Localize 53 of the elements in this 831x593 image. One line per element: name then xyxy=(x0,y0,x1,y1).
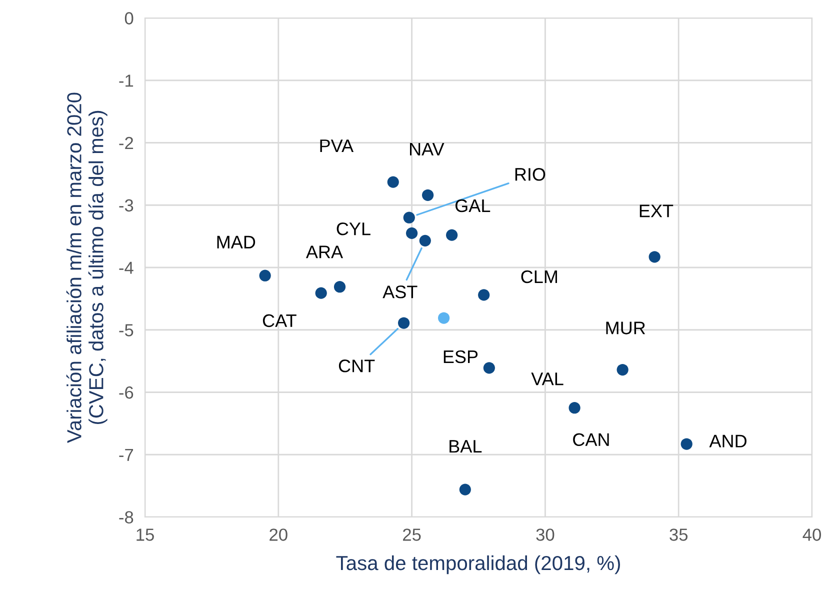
annotation: NAV xyxy=(410,142,444,156)
x-tick-label: 35 xyxy=(670,528,688,541)
annotation: VAL xyxy=(531,372,564,386)
point xyxy=(616,364,628,376)
y-tick-label: -4 xyxy=(119,262,134,274)
y-tick-label: 0 xyxy=(124,12,134,24)
y-tick-label: -1 xyxy=(119,74,134,87)
point xyxy=(398,317,410,329)
x-tick-label: 40 xyxy=(802,528,821,541)
y-tick-label: -5 xyxy=(119,324,134,336)
point xyxy=(419,234,431,246)
annotation: GAL xyxy=(456,199,490,212)
annotation: CAT xyxy=(262,314,296,328)
y-axis-title: Variación afiliación m/m en marzo 2020 (CVEC, datos a último día del mes) xyxy=(66,92,108,443)
annotation: EXT xyxy=(640,204,674,218)
y-tick-label: -3 xyxy=(119,199,134,212)
annotation: CNT xyxy=(338,360,375,372)
point xyxy=(648,251,660,263)
annotation: AST xyxy=(382,286,418,298)
point xyxy=(438,312,450,324)
x-tick-label: 25 xyxy=(403,528,421,541)
x-tick-label: 30 xyxy=(536,528,554,541)
annotation: RIO xyxy=(515,168,546,181)
point xyxy=(459,484,471,496)
point xyxy=(680,438,692,450)
annotation: CYL xyxy=(336,222,370,236)
x-axis-title: Tasa de temporalidad (2019, %) xyxy=(336,555,620,574)
annotation: MUR xyxy=(606,322,646,334)
point xyxy=(315,287,327,299)
x-tick-label: 20 xyxy=(270,528,288,541)
annotation: CLM xyxy=(521,270,557,284)
point xyxy=(259,270,271,282)
annotation: MAD xyxy=(217,236,256,248)
y-tick-label: -6 xyxy=(119,386,134,399)
y-tick-label: -7 xyxy=(119,448,134,461)
annotation: AND xyxy=(709,434,746,448)
point xyxy=(446,229,458,241)
annotation: PVA xyxy=(320,140,354,152)
point xyxy=(406,227,418,240)
annotation: BAL xyxy=(450,440,482,453)
annotation: ARA xyxy=(306,246,344,258)
point xyxy=(483,362,495,374)
annotation: ESP xyxy=(444,350,478,364)
y-tick-label: -2 xyxy=(119,136,134,150)
x-tick-label: 15 xyxy=(136,528,154,541)
point xyxy=(568,402,580,414)
point xyxy=(334,281,346,293)
point xyxy=(387,176,399,188)
annotation: CAN xyxy=(573,433,609,446)
y-tick-label: -8 xyxy=(119,511,134,524)
point xyxy=(422,189,434,201)
point xyxy=(403,212,415,224)
point xyxy=(478,289,490,301)
